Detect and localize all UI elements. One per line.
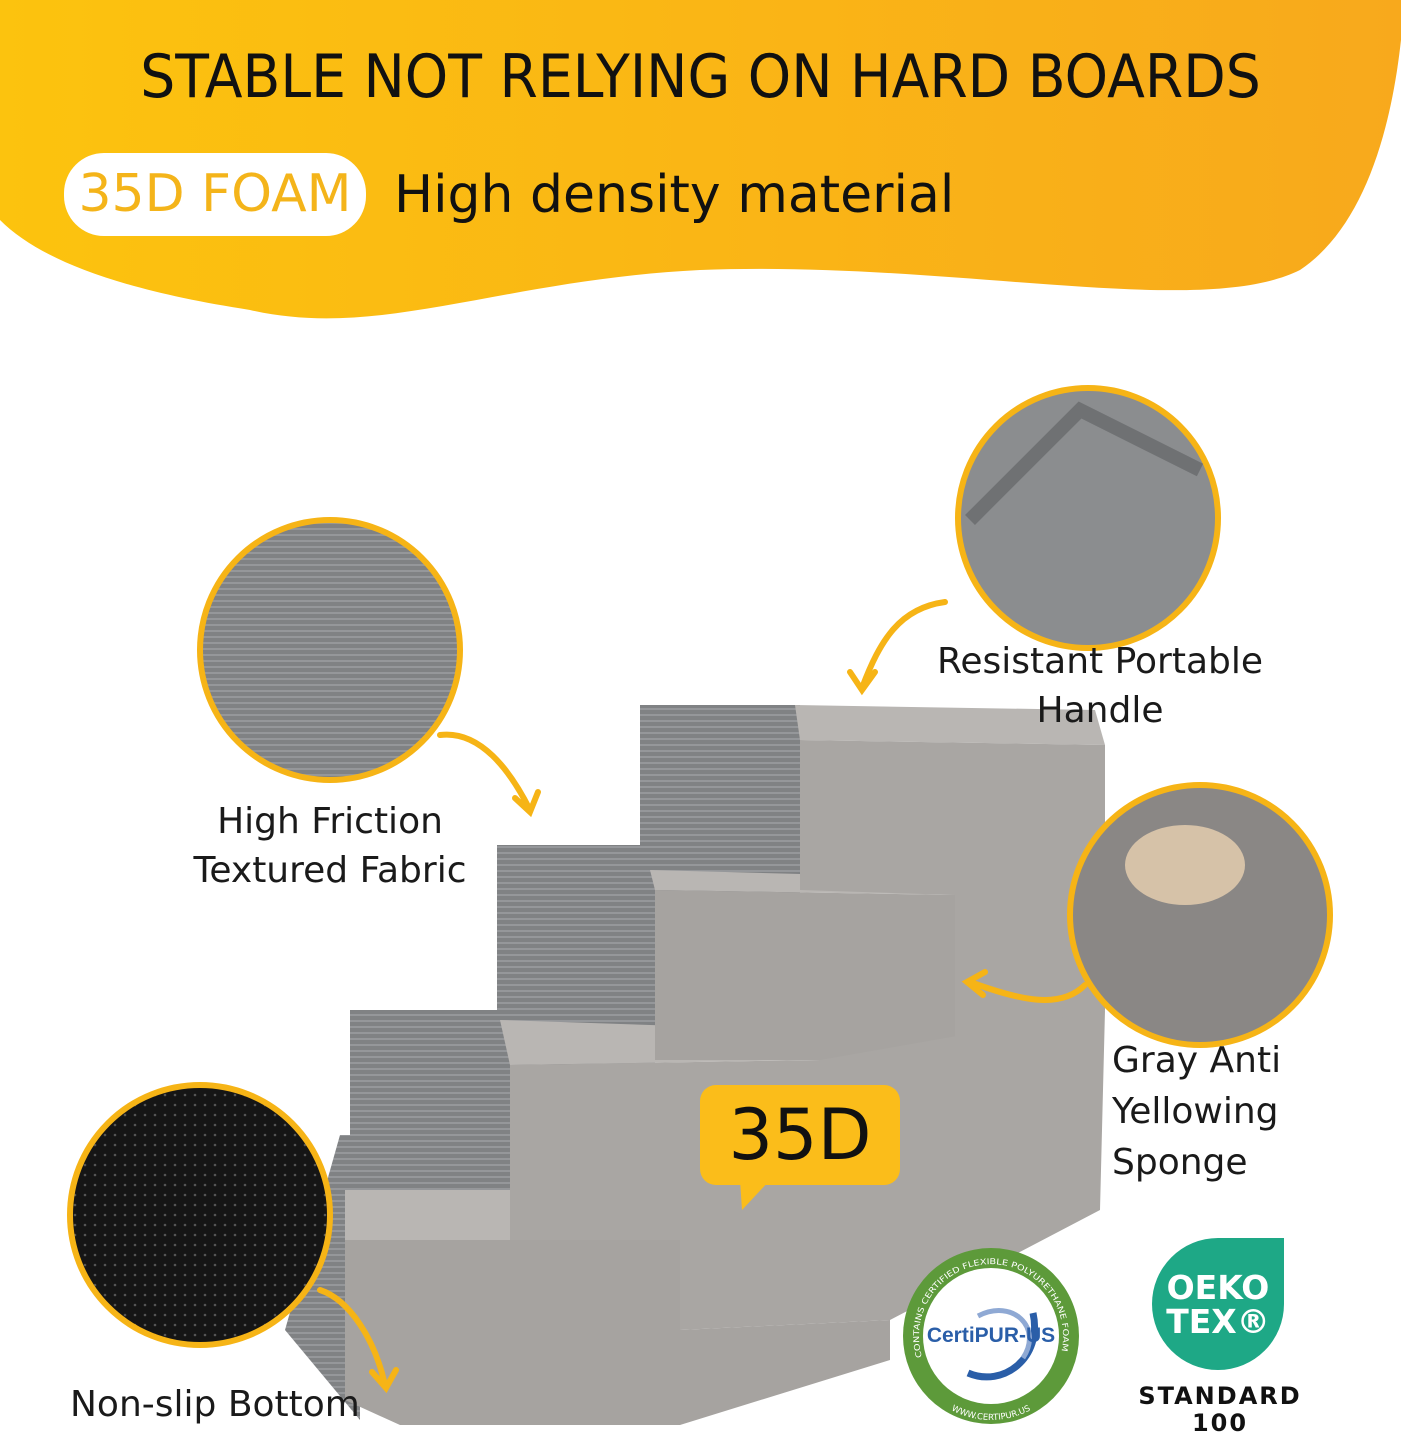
- oeko-tex-logo: OEKO TEX®: [1152, 1238, 1284, 1370]
- certipur-name: CertiPUR-US: [927, 1324, 1055, 1347]
- label-line: High Friction: [217, 801, 443, 842]
- arrow-icon: [847, 599, 948, 696]
- standard-label: STANDARD: [1138, 1382, 1302, 1410]
- handle-closeup-image: [955, 385, 1221, 651]
- header-wave: [0, 0, 1401, 319]
- subtitle: High density material: [394, 165, 955, 225]
- oeko-line: OEKO: [1166, 1268, 1270, 1307]
- standard-number: 100: [1191, 1409, 1249, 1437]
- callout-tail: [740, 1180, 770, 1210]
- feature-label-handle: Resistant Portable Handle: [925, 637, 1275, 735]
- nonslip-closeup-image: [67, 1082, 333, 1348]
- arrow-icon: [961, 969, 1088, 1003]
- arrow-icon: [437, 731, 541, 818]
- page-title: STABLE NOT RELYING ON HARD BOARDS: [140, 42, 1261, 112]
- oeko-standard: STANDARD 100: [1130, 1383, 1310, 1437]
- feature-label-fabric: High Friction Textured Fabric: [170, 797, 490, 895]
- fabric-closeup-image: [197, 517, 463, 783]
- certipur-logo: CONTAINS CERTIFIED FLEXIBLE POLYURETHANE…: [893, 1238, 1089, 1434]
- feature-label-sponge: Gray Anti Yellowing Sponge: [1112, 1035, 1281, 1188]
- oeko-line: TEX®: [1166, 1302, 1270, 1341]
- arrow-icon: [317, 1287, 399, 1394]
- label-line: Textured Fabric: [193, 850, 467, 891]
- foam-badge: 35D FOAM: [64, 153, 366, 236]
- label-line: Sponge: [1112, 1142, 1248, 1183]
- density-callout: 35D: [700, 1085, 900, 1185]
- label-line: Yellowing: [1112, 1091, 1279, 1132]
- sponge-paw-closeup-image: [1067, 782, 1333, 1048]
- label-line: Gray Anti: [1112, 1040, 1282, 1081]
- label-line: Handle: [1036, 690, 1164, 731]
- feature-label-nonslip: Non-slip Bottom: [70, 1384, 360, 1425]
- label-line: Resistant Portable: [936, 641, 1264, 682]
